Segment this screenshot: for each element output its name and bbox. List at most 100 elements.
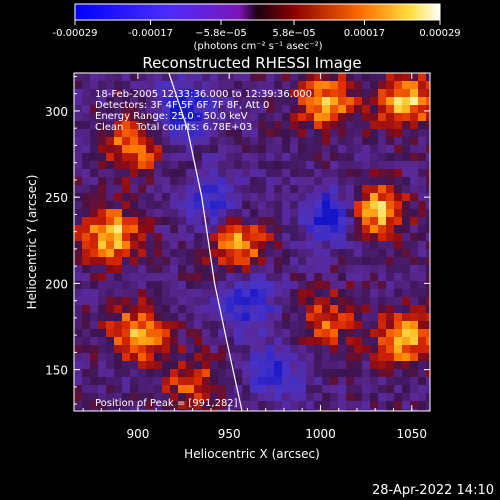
heatmap-cell: [298, 321, 307, 330]
heatmap-cell: [130, 401, 139, 410]
heatmap-cell: [82, 393, 91, 402]
heatmap-cell: [210, 209, 219, 218]
heatmap-cell: [146, 409, 155, 411]
heatmap-cell: [394, 209, 403, 218]
colorbar-tick-label: 0.00017: [344, 28, 385, 39]
heatmap-cell: [226, 177, 235, 186]
heatmap-cell: [354, 361, 363, 370]
heatmap-cell: [394, 185, 403, 194]
heatmap-cell: [162, 345, 171, 354]
heatmap-cell: [362, 233, 371, 242]
heatmap-cell: [410, 201, 419, 210]
heatmap-cell: [354, 233, 363, 242]
heatmap-cell: [258, 289, 267, 298]
heatmap-cell: [426, 73, 430, 82]
heatmap-cell: [314, 305, 323, 314]
heatmap-cell: [138, 225, 147, 234]
heatmap-cell: [162, 177, 171, 186]
heatmap-cell: [82, 153, 91, 162]
heatmap-cell: [362, 321, 371, 330]
x-tick-label: 1050: [396, 427, 427, 441]
heatmap-cell: [346, 209, 355, 218]
heatmap-cell: [170, 385, 179, 394]
heatmap-cell: [378, 97, 387, 106]
heatmap-cell: [362, 249, 371, 258]
heatmap-cell: [154, 265, 163, 274]
heatmap-cell: [410, 329, 419, 338]
heatmap-cell: [410, 313, 419, 322]
heatmap-cell: [346, 225, 355, 234]
heatmap-cell: [82, 113, 91, 122]
heatmap-cell: [178, 353, 187, 362]
heatmap-cell: [370, 265, 379, 274]
heatmap-cell: [114, 201, 123, 210]
heatmap-cell: [322, 265, 331, 274]
heatmap-cell: [346, 97, 355, 106]
heatmap-cell: [90, 249, 99, 258]
heatmap-cell: [194, 273, 203, 282]
heatmap-cell: [274, 97, 283, 106]
heatmap-cell: [122, 161, 131, 170]
heatmap-cell: [418, 281, 427, 290]
heatmap-cell: [90, 329, 99, 338]
heatmap-cell: [146, 169, 155, 178]
heatmap-cell: [426, 177, 430, 186]
heatmap-cell: [330, 185, 339, 194]
heatmap-cell: [170, 89, 179, 98]
heatmap-cell: [138, 81, 147, 90]
heatmap-cell: [266, 377, 275, 386]
colorbar-ticks: -0.00029 -0.00017 −5.8e−05 5.8e−05 0.00017 0.…: [53, 20, 461, 39]
heatmap-cell: [298, 273, 307, 282]
heatmap-cell: [362, 113, 371, 122]
heatmap-cell: [282, 81, 291, 90]
heatmap-cell: [250, 177, 259, 186]
heatmap-cell: [130, 265, 139, 274]
heatmap-cell: [82, 89, 91, 98]
heatmap-cell: [154, 313, 163, 322]
heatmap-cell: [282, 321, 291, 330]
heatmap-cell: [106, 265, 115, 274]
heatmap-cell: [418, 369, 427, 378]
heatmap-cell: [378, 297, 387, 306]
heatmap-cell: [362, 265, 371, 274]
heatmap-cell: [234, 377, 243, 386]
heatmap-cell: [82, 353, 91, 362]
heatmap-cell: [370, 297, 379, 306]
heatmap-cell: [74, 409, 83, 411]
heatmap-cell: [410, 185, 419, 194]
heatmap-cell: [362, 385, 371, 394]
heatmap-cell: [402, 337, 411, 346]
heatmap-cell: [418, 249, 427, 258]
heatmap-cell: [98, 393, 107, 402]
heatmap-cell: [378, 161, 387, 170]
heatmap-cell: [130, 257, 139, 266]
heatmap-cell: [338, 337, 347, 346]
heatmap-cell: [378, 337, 387, 346]
heatmap-cell: [106, 105, 115, 114]
heatmap-cell: [122, 193, 131, 202]
heatmap-cell: [354, 177, 363, 186]
heatmap-cell: [394, 89, 403, 98]
heatmap-cell: [234, 241, 243, 250]
heatmap-cell: [362, 313, 371, 322]
heatmap-cell: [298, 225, 307, 234]
heatmap-cell: [114, 297, 123, 306]
heatmap-cell: [306, 401, 315, 410]
heatmap-cell: [250, 209, 259, 218]
peak-position-label: Position of Peak = [991,282]: [95, 398, 238, 409]
heatmap-cell: [410, 145, 419, 154]
heatmap-cell: [290, 105, 299, 114]
heatmap-cell: [266, 393, 275, 402]
heatmap-cell: [322, 161, 331, 170]
heatmap-cell: [370, 257, 379, 266]
heatmap-cell: [370, 121, 379, 130]
heatmap-cell: [90, 361, 99, 370]
heatmap-cell: [82, 193, 91, 202]
heatmap-cell: [378, 225, 387, 234]
heatmap-cell: [114, 113, 123, 122]
heatmap-cell: [98, 177, 107, 186]
heatmap-cell: [354, 345, 363, 354]
heatmap-cell: [138, 321, 147, 330]
heatmap-cell: [138, 393, 147, 402]
heatmap-cell: [106, 201, 115, 210]
